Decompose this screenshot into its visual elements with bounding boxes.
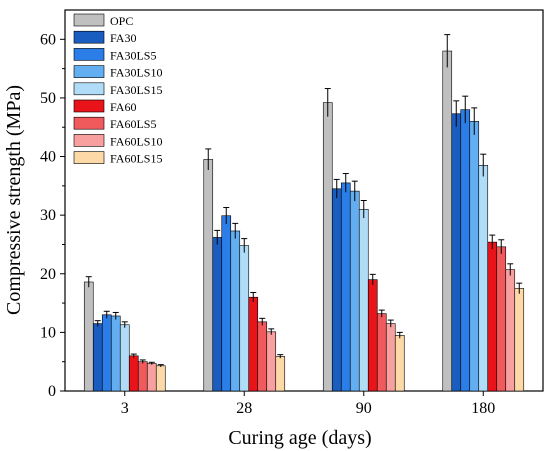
x-tick-label-28: 28 [236, 400, 252, 417]
legend-swatch-fa60 [73, 99, 105, 113]
legend-label-fa30: FA30 [110, 31, 136, 45]
bar-fa60ls15-28 [275, 356, 286, 392]
bar-fa60ls5-28 [257, 321, 268, 392]
bar-fa60ls5-90 [376, 313, 387, 392]
legend-swatch-fa60ls15 [73, 151, 105, 164]
bar-fa30ls10-28 [230, 230, 241, 392]
x-axis-title: Curing age (days) [228, 427, 371, 449]
bar-opc-180 [442, 50, 453, 392]
bar-fa30ls10-180 [469, 121, 480, 392]
bar-fa60-180 [487, 241, 498, 392]
legend-label-fa30ls5: FA30LS5 [110, 48, 156, 62]
bar-fa30-180 [451, 113, 462, 392]
bar-fa60ls5-3 [137, 361, 148, 392]
legend-swatch-fa30ls15 [73, 82, 105, 96]
y-tick-label-20: 20 [40, 266, 56, 283]
legend-swatch-opc [73, 13, 105, 27]
legend: OPC FA30 FA30LS5 FA30LS10 FA30LS15 FA60 FA60LS… [73, 13, 162, 166]
legend-label-fa60: FA60 [110, 100, 136, 114]
legend-swatch-fa60ls5 [73, 116, 105, 130]
legend-label-fa60ls15: FA60LS15 [110, 152, 162, 166]
bar-opc-3 [83, 281, 94, 392]
y-tick-label-0: 0 [48, 383, 56, 400]
legend-label-fa60ls10: FA60LS10 [110, 134, 162, 148]
plot-area-frame [64, 9, 544, 392]
y-tick-label-10: 10 [40, 324, 56, 341]
bar-fa30ls10-90 [349, 190, 360, 392]
bar-fa30ls15-90 [358, 208, 369, 392]
legend-swatch-fa30ls10 [73, 65, 105, 78]
bar-fa60ls10-180 [505, 269, 516, 392]
bar-fa60ls15-90 [394, 335, 405, 392]
x-tick-label-90: 90 [356, 400, 372, 417]
bar-fa30ls15-180 [478, 165, 489, 392]
bars-layer [83, 50, 525, 392]
bar-fa30-90 [331, 188, 342, 392]
bar-fa60ls5-180 [496, 246, 507, 392]
legend-label-fa30ls10: FA30LS10 [110, 66, 162, 80]
bar-fa30ls5-180 [460, 109, 471, 392]
y-axis-title: Compressive strength (MPa) [3, 85, 25, 315]
bar-fa30-3 [92, 323, 103, 392]
bar-fa30ls5-90 [340, 182, 351, 392]
bar-fa60ls10-3 [146, 363, 157, 392]
bar-fa30-28 [212, 237, 223, 392]
bar-fa60-3 [128, 355, 139, 392]
legend-label-fa60ls5: FA60LS5 [110, 117, 156, 131]
bar-fa30ls10-3 [110, 315, 121, 392]
bar-opc-28 [203, 159, 214, 392]
bar-fa60ls10-90 [385, 323, 396, 392]
error-bars-layer [85, 34, 523, 367]
legend-label-fa30ls15: FA30LS15 [110, 83, 162, 97]
y-tick-label-60: 60 [40, 31, 56, 48]
bar-fa60-28 [248, 296, 259, 392]
y-tick-label-30: 30 [40, 207, 56, 224]
legend-label-opc: OPC [110, 14, 133, 28]
x-tick-label-3: 3 [121, 400, 129, 417]
bar-fa30ls15-28 [239, 245, 250, 392]
bar-fa30ls5-3 [101, 314, 112, 392]
bar-fa30ls15-3 [119, 324, 130, 392]
bar-fa60-90 [367, 279, 378, 392]
y-tick-label-50: 50 [40, 90, 56, 107]
bar-fa60ls15-3 [155, 365, 166, 392]
bar-fa60ls10-28 [266, 331, 277, 392]
x-axis: 3 28 90 180 [121, 391, 495, 417]
x-tick-label-180: 180 [471, 400, 495, 417]
bar-fa30ls5-28 [221, 215, 232, 392]
bar-opc-90 [322, 102, 333, 392]
legend-swatch-fa60ls10 [73, 134, 105, 147]
legend-swatch-fa30ls5 [73, 48, 105, 61]
y-axis: 0 10 20 30 40 50 60 [40, 31, 65, 400]
y-tick-label-40: 40 [40, 149, 56, 166]
bar-fa60ls15-180 [514, 288, 525, 392]
legend-swatch-fa30 [73, 30, 105, 44]
